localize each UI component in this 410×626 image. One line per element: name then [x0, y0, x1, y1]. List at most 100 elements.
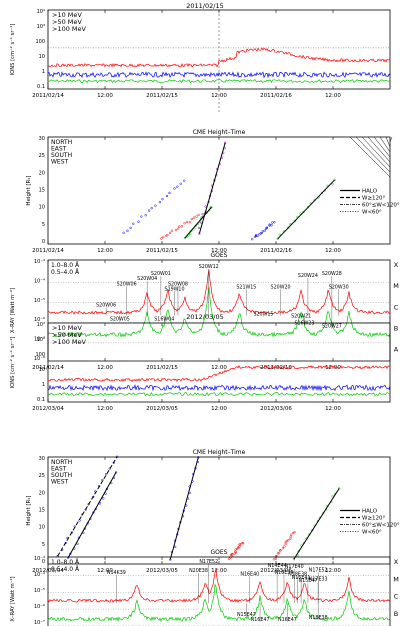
cme-point	[190, 217, 193, 221]
goes-flare-label: N16E34	[275, 570, 294, 576]
proton-ytick-label: 10³	[37, 337, 45, 343]
cme-width-legend-label: 60°≤W<120°	[362, 203, 400, 209]
goes-flare-label: N17E52	[309, 567, 328, 573]
proton-ytick-label: 100	[35, 352, 45, 358]
cme-point	[331, 183, 334, 186]
goes-xtick-label: 12:00	[211, 365, 227, 371]
goes-xtick-label: 12:00	[97, 365, 113, 371]
goes-class-X: X	[394, 558, 399, 566]
cme-legend-north: NORTH	[51, 459, 72, 466]
goes-flare-label: S20W30	[329, 284, 349, 290]
cme-point	[178, 225, 181, 228]
proton-ytick-label: 10	[39, 367, 45, 373]
goes-class-C: C	[394, 593, 399, 601]
cme-point	[289, 537, 292, 540]
cme-ytick-label: 5	[42, 542, 45, 548]
goes-flare-label: S20W20	[271, 284, 291, 290]
proton-ytick-label: 10	[39, 54, 45, 60]
proton-legend-10: >10 MeV	[52, 324, 82, 332]
cme-hatch	[367, 136, 391, 163]
goes-ytick-label: 10⁻⁵	[34, 298, 45, 304]
cme-point	[183, 222, 186, 225]
proton-ytick-label: 100	[35, 39, 45, 45]
cme-point	[173, 187, 176, 190]
cme-point	[174, 545, 177, 549]
cme-point	[320, 191, 324, 195]
goes-flare-label: S20W08	[168, 281, 188, 287]
goes-flare-label: N17E40	[285, 564, 304, 570]
cme-point	[168, 191, 171, 195]
cme-point	[105, 472, 108, 476]
goes-ytick-label: 10⁻⁴	[34, 572, 45, 578]
proton-ytick-label: 0.1	[37, 84, 45, 90]
cme-ytick-label: 5	[42, 222, 45, 228]
cme-point	[189, 232, 192, 236]
cme-xtick-label: 2011/02/14	[32, 248, 64, 254]
cme-ytick-label: 15	[39, 508, 45, 514]
cme-xtick-label: 2011/02/15	[146, 248, 178, 254]
proton-ylabel: IONS [cm⁻² s⁻¹ sr⁻¹]	[10, 24, 16, 76]
cme-point	[239, 543, 242, 546]
goes-flare-label: S20W04	[137, 276, 157, 282]
goes-class-M: M	[393, 575, 399, 583]
cme-point	[201, 212, 204, 216]
goes-xtick-label: 2011/02/15	[146, 365, 178, 371]
cme-point	[279, 548, 282, 552]
cme-point	[228, 557, 231, 560]
cme-fit-line	[293, 488, 340, 560]
goes-ytick-label: 10⁻⁷	[34, 620, 45, 626]
cme-legend-east: EAST	[51, 466, 67, 473]
proton-xtick-label: 12:00	[97, 406, 113, 412]
cme-point	[265, 226, 269, 229]
proton-ytick-label: 1	[42, 69, 45, 75]
cme-point	[180, 225, 184, 228]
proton-ylabel: IONS [cm⁻² s⁻¹ sr⁻¹]	[10, 337, 16, 389]
cme-point	[150, 206, 153, 210]
cme-ytick-label: 30	[39, 136, 45, 142]
goes-legend-long: 1.0–8.0 Å	[51, 262, 80, 269]
cme-hatch	[349, 136, 391, 178]
cme-ytick-label: 25	[39, 153, 45, 159]
cme-hatch	[385, 136, 391, 148]
goes-ytick-label: 10⁻⁶	[34, 604, 45, 610]
cme-point	[260, 231, 263, 235]
proton-xtick-label: 2011/02/15	[146, 93, 178, 99]
goes-flare-label: S20W06	[96, 302, 116, 308]
cme-hatch	[361, 136, 391, 168]
cme-point	[204, 205, 207, 208]
cme-point	[140, 215, 143, 218]
cme-point	[137, 220, 140, 223]
cme-point	[236, 546, 240, 549]
cme-xtick-label: 12:00	[211, 568, 227, 574]
cme-point	[276, 237, 279, 240]
cme-hatch	[373, 136, 391, 158]
goes-legend-short: 0.5–4.0 Å	[51, 269, 80, 276]
cme-point	[292, 557, 296, 561]
cme-point	[302, 210, 305, 214]
cme-point	[238, 545, 241, 548]
goes-flare-label: N17E33	[309, 577, 328, 583]
cme-point	[195, 215, 198, 218]
proton-series-100	[47, 79, 391, 84]
cme-point	[179, 182, 182, 185]
cme-title: CME Height–Time	[193, 449, 246, 456]
cme-point	[229, 556, 232, 559]
proton-panel	[47, 322, 391, 403]
cme-ytick-label: 15	[39, 188, 45, 194]
cme-point	[170, 229, 174, 232]
cme-xtick-label: 2012/03/06	[260, 568, 292, 574]
proton-ytick-label: 10⁴	[37, 9, 45, 15]
goes-class-C: C	[394, 303, 399, 311]
cme-point	[197, 213, 200, 217]
cme-point	[177, 227, 180, 230]
cme-legend-west: WEST	[51, 159, 69, 166]
cme-point	[174, 229, 178, 232]
section-title-1: 2011/02/15	[186, 2, 223, 10]
cme-point	[144, 214, 147, 217]
cme-point	[268, 224, 271, 227]
cme-fit-line	[198, 142, 226, 234]
proton-series-50	[47, 384, 391, 392]
cme-hatch	[389, 136, 393, 143]
cme-fit-line	[169, 457, 199, 560]
goes-series-short	[47, 583, 391, 623]
